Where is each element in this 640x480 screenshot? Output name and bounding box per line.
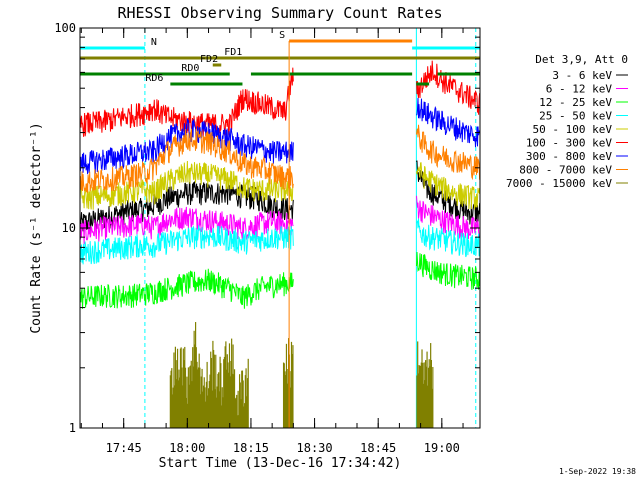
y-axis-label: Count Rate (s⁻¹ detector⁻¹) bbox=[29, 122, 44, 333]
legend-entry: 800 - 7000 keV bbox=[519, 164, 612, 177]
segment-label: FD1 bbox=[224, 47, 242, 58]
chart-title: RHESSI Observing Summary Count Rates bbox=[117, 4, 442, 22]
segment-label: N bbox=[151, 37, 157, 48]
x-axis: 17:45 18:00 18:15 18:30 18:45 19:00 bbox=[80, 28, 464, 455]
legend-entry: 12 - 25 keV bbox=[539, 96, 612, 109]
series-line bbox=[80, 160, 480, 232]
legend-entry: 50 - 100 keV bbox=[533, 123, 613, 136]
x-axis-label: Start Time (13-Dec-16 17:34:42) bbox=[159, 456, 402, 471]
segment-label: RD0 bbox=[181, 63, 199, 74]
series-line bbox=[80, 195, 480, 245]
x-tick-label: 19:00 bbox=[424, 441, 460, 455]
x-tick-label: 18:45 bbox=[360, 441, 396, 455]
series-line bbox=[80, 218, 480, 265]
legend-entry: 300 - 800 keV bbox=[526, 150, 612, 163]
series-line bbox=[80, 124, 480, 193]
y-tick-label: 10 bbox=[62, 221, 76, 235]
y-tick-label: 1 bbox=[69, 421, 76, 435]
segment-label: RD6 bbox=[145, 73, 163, 84]
legend-entry: 3 - 6 keV bbox=[552, 69, 612, 82]
y-tick-label: 100 bbox=[54, 21, 76, 35]
segment-label: FD2 bbox=[200, 54, 218, 65]
series-line bbox=[80, 251, 480, 309]
legend-entry: 6 - 12 keV bbox=[546, 83, 613, 96]
footer-timestamp: 1-Sep-2022 19:38 bbox=[559, 467, 636, 476]
x-tick-label: 18:00 bbox=[169, 441, 205, 455]
series-line bbox=[80, 60, 480, 138]
series-mark bbox=[169, 322, 434, 428]
legend-entry: 25 - 50 keV bbox=[539, 110, 612, 123]
x-tick-label: 18:30 bbox=[297, 441, 333, 455]
series-line bbox=[80, 97, 480, 175]
legend-entry: 7000 - 15000 keV bbox=[506, 177, 612, 190]
x-tick-label: 18:15 bbox=[233, 441, 269, 455]
segment-label: S bbox=[279, 30, 285, 41]
x-tick-label: 17:45 bbox=[106, 441, 142, 455]
legend-header: Det 3,9, Att 0 bbox=[535, 53, 628, 66]
series-group bbox=[80, 60, 480, 428]
legend-entry: 100 - 300 keV bbox=[526, 137, 612, 150]
